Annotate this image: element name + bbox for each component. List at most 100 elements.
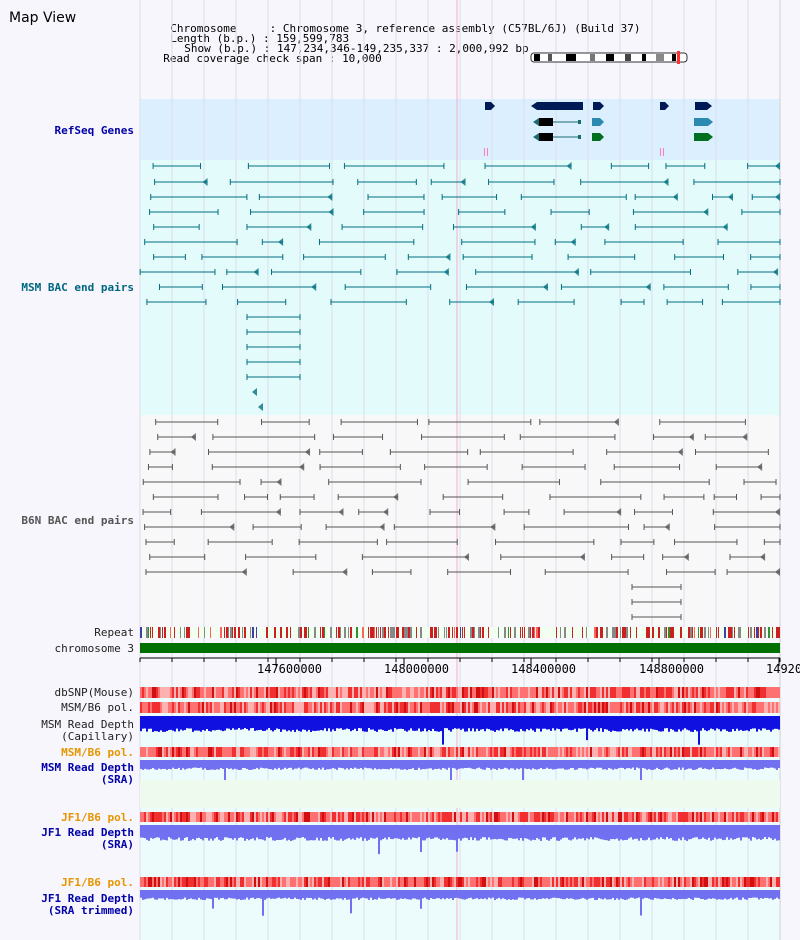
msm-b6-pol-cell <box>640 747 642 757</box>
dbsnp-cell <box>596 687 598 698</box>
jf1-depth-trim-bar <box>486 890 488 900</box>
msm-depth-sra-bar <box>718 760 720 769</box>
msm-depth-sra-bar <box>502 760 504 769</box>
jf1-depth-sra-bar <box>204 825 206 838</box>
msm-b6-pol-cell <box>510 702 512 713</box>
jf1-b6-pol-cell <box>348 877 350 887</box>
jf1-depth-sra-bar <box>194 825 196 841</box>
repeat-element <box>330 627 332 638</box>
msm-b6-pol-cell <box>608 747 610 757</box>
jf1-b6-pol-cell <box>692 877 694 887</box>
jf1-b6-pol-cell <box>250 812 252 822</box>
jf1-b6-pol-cell <box>570 812 572 822</box>
msm-depth-capillary-bar <box>274 716 276 731</box>
msm-b6-pol-cell <box>416 747 418 757</box>
msm-b6-pol-cell <box>704 747 706 757</box>
msm-depth-sra-bar <box>290 760 292 768</box>
msm-b6-pol-cell <box>676 702 678 713</box>
jf1-depth-sra-bar <box>252 825 254 839</box>
msm-depth-sra-bar <box>564 760 566 770</box>
jf1-depth-sra-bar <box>148 825 150 841</box>
jf1-depth-trim-bar <box>602 890 604 900</box>
msm-b6-pol-cell <box>658 702 660 713</box>
jf1-b6-pol-cell <box>320 812 322 822</box>
gene-marker <box>484 148 485 156</box>
dbsnp-cell <box>162 687 164 698</box>
jf1-depth-trim-bar <box>740 890 742 900</box>
jf1-b6-pol-cell <box>518 877 520 887</box>
dbsnp-cell <box>700 687 702 698</box>
msm-b6-pol-cell <box>448 702 450 713</box>
msm-depth-sra-bar <box>456 760 458 770</box>
msm-b6-pol-cell <box>492 747 494 757</box>
dbsnp-cell <box>340 687 342 698</box>
jf1-depth-sra-bar <box>724 825 726 840</box>
track-label-b6n-bac[interactable]: B6N BAC end pairs <box>21 514 134 527</box>
jf1-b6-pol-cell <box>256 812 258 822</box>
jf1-depth-sra-bar <box>290 825 292 841</box>
track-label-msm-bac[interactable]: MSM BAC end pairs <box>21 281 134 294</box>
msm-b6-pol-cell <box>706 702 708 713</box>
msm-b6-pol-cell <box>530 702 532 713</box>
jf1-depth-sra-bar <box>634 825 636 839</box>
repeat-element <box>710 627 711 638</box>
msm-depth-sra-bar <box>390 760 392 769</box>
jf1-b6-pol-cell <box>480 877 482 887</box>
dbsnp-cell <box>172 687 174 698</box>
repeat-element <box>534 627 535 638</box>
jf1-b6-pol-cell <box>380 812 382 822</box>
dbsnp-cell <box>532 687 534 698</box>
msm-depth-capillary-bar <box>414 716 416 731</box>
msm-b6-pol-cell <box>458 747 460 757</box>
msm-depth-sra-bar <box>374 760 376 769</box>
dbsnp-cell <box>418 687 420 698</box>
jf1-depth-sra-bar <box>418 825 420 838</box>
repeat-element <box>614 627 616 638</box>
msm-b6-pol-cell <box>290 747 292 757</box>
msm-depth-sra-bar <box>406 760 408 770</box>
msm-depth-capillary-bar <box>296 716 298 730</box>
repeat-element <box>698 627 699 638</box>
msm-depth-sra-bar <box>298 760 300 768</box>
msm-depth-capillary-bar <box>412 716 414 731</box>
jf1-b6-pol-cell <box>464 812 466 822</box>
msm-depth-capillary-bar <box>264 716 266 731</box>
msm-depth-capillary-bar <box>318 716 320 731</box>
jf1-b6-pol-cell <box>328 812 330 822</box>
jf1-b6-pol-cell <box>452 877 454 887</box>
msm-b6-pol-cell <box>750 702 752 713</box>
dbsnp-cell <box>568 687 570 698</box>
track-label-refseq[interactable]: RefSeq Genes <box>54 124 134 137</box>
msm-depth-sra-bar <box>520 760 522 769</box>
msm-depth-sra-bar <box>400 760 402 770</box>
jf1-depth-sra-bar <box>742 825 744 838</box>
msm-b6-pol-cell <box>288 702 290 713</box>
dbsnp-cell <box>628 687 630 698</box>
jf1-b6-pol-cell <box>316 812 318 822</box>
msm-b6-pol-cell <box>268 702 270 713</box>
msm-b6-pol-cell <box>168 747 170 757</box>
jf1-b6-pol-cell <box>410 812 412 822</box>
jf1-depth-sra-bar <box>654 825 656 840</box>
msm-depth-sra-bar <box>546 760 548 768</box>
msm-b6-pol-cell <box>490 702 492 713</box>
msm-b6-pol-cell <box>504 702 506 713</box>
dbsnp-cell <box>740 687 742 698</box>
jf1-b6-pol-cell <box>556 812 558 822</box>
jf1-depth-trim-bar <box>144 890 146 900</box>
jf1-b6-pol-cell <box>578 812 580 822</box>
dbsnp-cell <box>480 687 482 698</box>
msm-depth-sra-bar <box>530 760 532 770</box>
jf1-b6-pol-cell <box>342 877 344 887</box>
jf1-depth-sra-bar <box>304 825 306 839</box>
jf1-b6-pol-cell <box>142 877 144 887</box>
msm-depth-capillary-bar <box>492 716 494 731</box>
msm-b6-pol-cell <box>618 702 620 713</box>
msm-depth-sra-bar <box>508 760 510 770</box>
msm-b6-pol-cell <box>534 702 536 713</box>
jf1-depth-sra-bar <box>274 825 276 841</box>
jf1-b6-pol-cell <box>146 812 148 822</box>
repeat-element <box>730 627 732 638</box>
jf1-depth-trim-bar <box>366 890 368 899</box>
